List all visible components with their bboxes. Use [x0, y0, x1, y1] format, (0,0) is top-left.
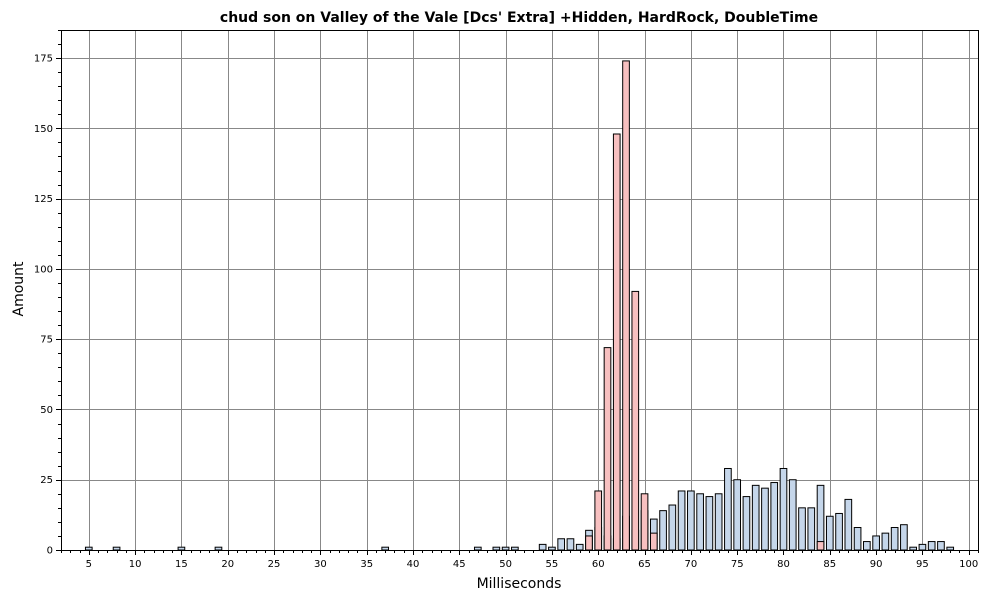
bar-series-1: [492, 546, 501, 551]
bar-series-1: [566, 538, 575, 551]
bar-series-1: [742, 496, 751, 551]
x-tick-label: 35: [360, 559, 373, 570]
bar-series-1: [835, 512, 843, 551]
bar-series-1: [788, 479, 797, 551]
bar-series-1: [84, 546, 93, 551]
bar-series-1: [770, 482, 779, 551]
x-tick-label: 25: [268, 559, 281, 570]
x-axis-label: Milliseconds: [477, 576, 562, 592]
chart-title: chud son on Valley of the Vale [Dcs' Ext…: [220, 10, 818, 26]
bar-series-1: [575, 543, 584, 551]
x-tick-label: 95: [916, 559, 929, 570]
y-tick-label: 125: [34, 194, 53, 205]
x-tick-label: 75: [731, 559, 744, 570]
x-tick-label: 45: [453, 559, 466, 570]
x-tick-label: 90: [870, 559, 883, 570]
axes: [56, 30, 979, 555]
y-axis-label: Amount: [11, 261, 27, 317]
bar-series-1: [779, 467, 788, 551]
bar-series-1: [511, 546, 519, 551]
bar-series-1: [853, 527, 862, 551]
x-tick-label: 10: [129, 559, 142, 570]
bar-series-1: [557, 538, 566, 551]
bar-series-1: [900, 524, 908, 551]
bar-series-1: [890, 527, 899, 551]
bar-series-2: [603, 347, 612, 551]
bar-series-1: [705, 496, 714, 551]
bar-series-1: [659, 510, 667, 551]
bar-series-2: [649, 532, 658, 551]
bar-series-1: [807, 507, 816, 551]
bar-series-1: [825, 515, 834, 551]
x-tick-label: 40: [407, 559, 420, 570]
x-tick-label: 65: [638, 559, 651, 570]
y-tick-label: 175: [34, 54, 53, 65]
x-tick-label: 20: [221, 559, 234, 570]
bar-series-1: [937, 541, 945, 551]
y-tick-label: 150: [34, 124, 53, 135]
bar-series-1: [724, 467, 732, 551]
bar-series-1: [381, 546, 390, 551]
y-tick-label: 100: [34, 264, 53, 275]
bar-series-1: [946, 546, 955, 551]
x-tick-label: 30: [314, 559, 327, 570]
bar-series-1: [872, 535, 880, 551]
tick-labels: 5 10 15 20 25 30 35 40 45 50 55 60 65 70 75 80 85 90 95 100…: [34, 54, 978, 570]
bar-series-1: [881, 532, 890, 551]
bar-series-1: [473, 546, 482, 551]
x-tick-label: 60: [592, 559, 605, 570]
bar-series-2: [612, 133, 621, 551]
bar-series-1: [668, 504, 677, 551]
y-tick-label: 50: [40, 405, 53, 416]
bar-series-2: [594, 490, 603, 551]
grid-lines: [61, 30, 978, 550]
x-tick-label: 70: [685, 559, 698, 570]
bar-series-1: [548, 546, 556, 551]
bar-series-1: [918, 543, 927, 551]
bar-series-2: [631, 290, 640, 551]
bar-series-1: [816, 484, 825, 551]
bar-series-2: [622, 60, 630, 551]
x-tick-label: 50: [499, 559, 512, 570]
x-tick-label: 85: [823, 559, 836, 570]
x-tick-label: 80: [777, 559, 790, 570]
bar-series-1: [112, 546, 121, 551]
bar-series-1: [696, 493, 704, 551]
bar-series-1: [798, 507, 806, 551]
x-tick-label: 15: [175, 559, 188, 570]
bar-series-1: [714, 493, 723, 551]
bar-series-1: [501, 546, 510, 551]
bar-series-1: [538, 543, 547, 551]
bar-series-1: [733, 479, 742, 551]
bar-series-1: [751, 484, 760, 551]
bar-series-1: [761, 487, 769, 551]
y-tick-label: 75: [40, 335, 53, 346]
bar-series-1: [863, 541, 871, 551]
bar-series-1: [844, 498, 853, 551]
bar-series-1: [687, 490, 695, 551]
bar-series-1: [677, 490, 686, 551]
x-tick-label: 5: [86, 559, 92, 570]
bar-series-2: [585, 535, 593, 551]
x-tick-label: 55: [546, 559, 559, 570]
bar-series-1: [927, 541, 936, 551]
bar-series-1: [214, 546, 223, 551]
bar-series-1: [909, 546, 918, 551]
y-tick-label: 25: [40, 475, 53, 486]
x-tick-label: 100: [959, 559, 978, 570]
bar-series-2: [816, 541, 825, 551]
bar-series-2: [640, 493, 649, 551]
bars-layer: [84, 60, 955, 551]
y-tick-label: 0: [47, 546, 53, 557]
bar-series-1: [177, 546, 186, 551]
